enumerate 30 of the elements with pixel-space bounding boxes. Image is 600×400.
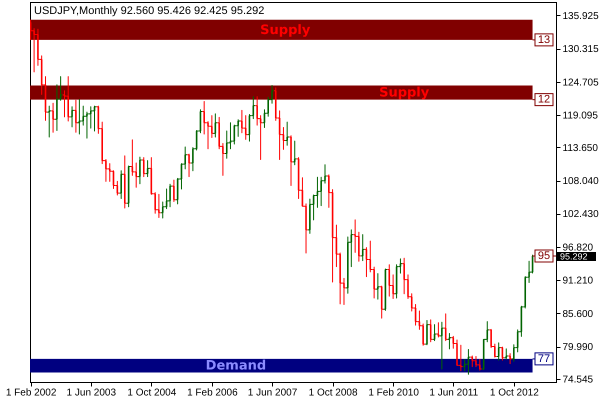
x-tick-label: 1 Jun 2003 — [66, 388, 116, 398]
y-tick-label: 113.650 — [562, 142, 598, 154]
y-tick-label: 119.095 — [562, 110, 598, 122]
x-tick-label: 1 Oct 2012 — [490, 388, 540, 398]
annotation: 77 — [538, 352, 550, 365]
x-tick-label: 1 Feb 2006 — [187, 388, 238, 398]
x-tick-label: 1 Oct 2008 — [308, 388, 358, 398]
x-tick-label: 1 Oct 2004 — [127, 388, 177, 398]
band-label: Supply — [379, 86, 430, 101]
y-tick-label: 85.600 — [562, 308, 594, 320]
band-label: Demand — [206, 358, 266, 374]
x-tick-label: 1 Jun 2011 — [429, 388, 479, 398]
ref-line-label: 95.292 — [560, 251, 588, 262]
x-tick-label: 1 Feb 2002 — [6, 388, 57, 398]
x-tick-label: 1 Jun 2007 — [248, 388, 298, 398]
annotation: 13 — [538, 34, 550, 46]
y-tick-label: 91.210 — [562, 276, 594, 287]
y-tick-label: 130.315 — [562, 44, 600, 56]
y-tick-label: 79.990 — [562, 342, 594, 354]
annotation: 12 — [538, 94, 550, 106]
annotation: 95 — [538, 250, 550, 262]
y-tick-label: 124.705 — [562, 77, 600, 88]
y-tick-label: 96.820 — [562, 242, 594, 254]
x-tick-label: 1 Feb 2010 — [368, 388, 420, 398]
band-label: Supply — [260, 22, 311, 38]
y-tick-label: 135.925 — [562, 10, 600, 22]
chart-title: USDJPY,Monthly 92.560 95.426 92.425 95.292 — [34, 5, 264, 17]
y-tick-label: 74.545 — [562, 374, 594, 386]
y-tick-label: 108.040 — [562, 176, 600, 188]
y-tick-label: 102.430 — [562, 209, 600, 220]
